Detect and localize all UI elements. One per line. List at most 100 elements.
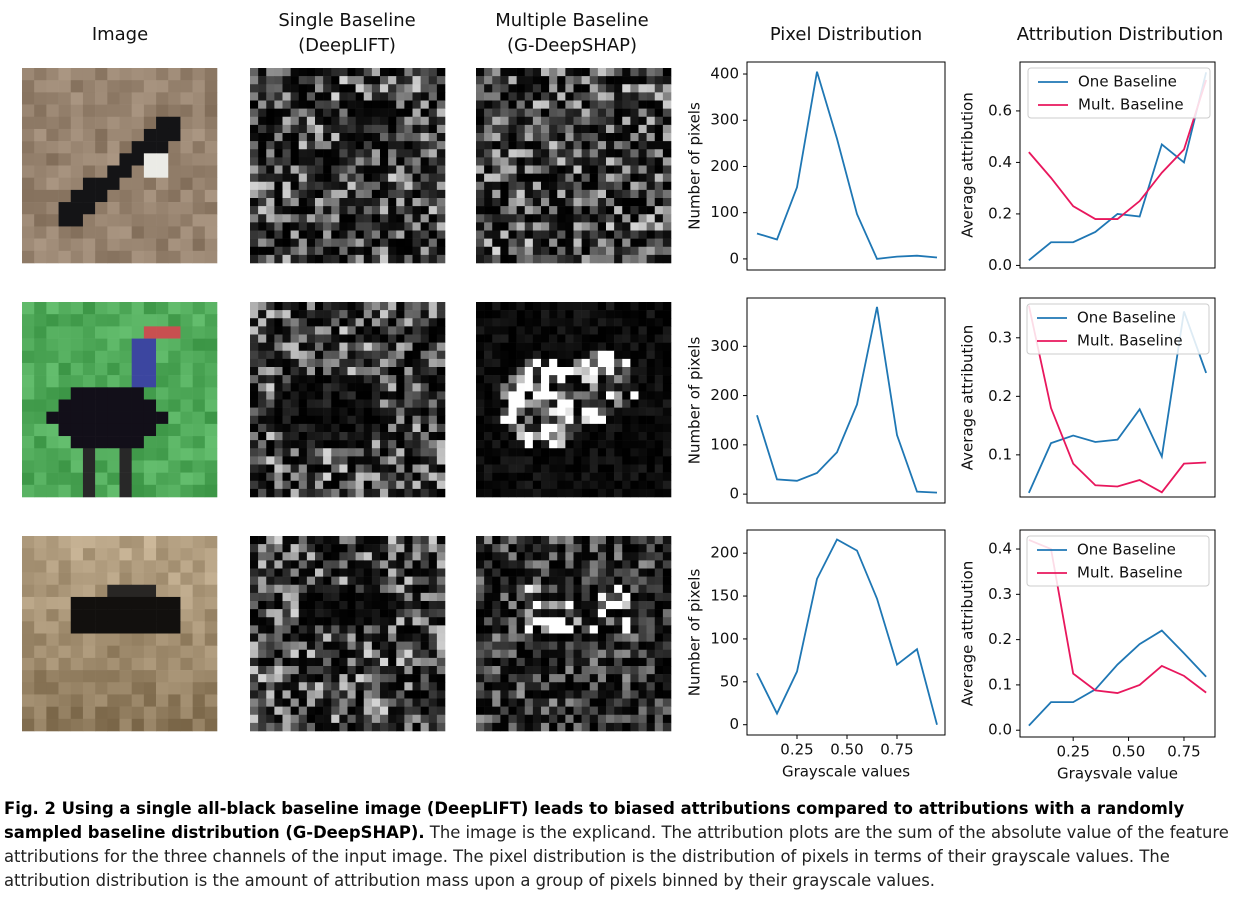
pixel [396,334,405,343]
pixel [549,383,558,392]
pixel [516,576,526,586]
pixel [58,189,72,203]
pixel [204,226,218,239]
pixel [646,415,656,425]
pixel [516,440,526,449]
pixel [380,350,389,360]
pixel [532,108,542,118]
pixel [380,706,389,716]
pixel [119,706,132,720]
pixel [492,649,501,659]
pixel [412,84,421,93]
pixel [315,536,324,545]
pixel [476,423,485,433]
pixel [436,536,446,545]
pixel [180,460,193,473]
pixel [484,568,493,577]
pixel [581,230,591,239]
pixel [22,399,35,412]
pixel [549,649,558,659]
pixel [484,238,493,248]
pixel [156,609,169,622]
pixel [646,181,656,191]
pixel [508,609,517,618]
pixel [250,310,259,319]
pixel [597,698,607,707]
pixel [143,362,157,376]
pixel [662,609,672,618]
pixel [532,326,542,335]
pixel [131,423,145,437]
pixel [204,302,218,315]
pixel [557,480,566,490]
pixel [396,584,405,594]
legend-box [1027,67,1211,119]
pixel [565,399,574,408]
pixel [180,536,193,549]
pixel [484,666,493,675]
pixel [363,576,373,586]
pixel [143,596,157,610]
pixel [339,407,348,417]
pixel [404,173,413,183]
pixel [323,181,332,191]
pixel [204,326,218,339]
pixel [532,722,542,732]
pixel [298,440,308,449]
pixel [606,552,615,561]
pixel [484,536,493,545]
pixel [180,399,193,412]
pixel [412,375,421,384]
pixel [168,189,181,203]
pixel [524,544,534,553]
pixel [363,625,373,634]
pixel [516,391,526,400]
pixel [119,718,132,732]
pixel [614,592,623,602]
pixel [331,326,340,335]
pixel [557,641,566,651]
pixel [654,560,664,569]
pixel [34,472,47,486]
pixel [428,625,438,634]
pixel [331,222,340,231]
pixel [436,230,446,239]
pixel [266,100,275,109]
pixel [606,617,615,626]
pixel [508,568,517,577]
pixel [388,448,397,457]
pixel [95,584,108,598]
pixel [396,318,405,327]
pixel [323,609,332,618]
pixel [428,310,438,319]
legend-label: One Baseline [1077,541,1176,559]
pixel [492,407,501,417]
pixel [380,625,389,634]
pixel [323,472,332,482]
pixel [597,326,607,335]
pixel [82,718,96,732]
pixel [282,399,291,408]
pixel [573,617,582,626]
pixel [500,133,509,142]
pixel [524,375,534,384]
pixel [306,214,316,223]
pixel [476,649,485,659]
pixel [347,706,356,716]
pixel [622,690,631,699]
pixel [323,214,332,223]
pixel [355,68,365,77]
pixel [363,480,373,490]
pixel [508,165,517,174]
pixel [589,181,599,191]
pixel [549,181,558,191]
pixel [654,690,664,699]
pixel [476,432,485,441]
pixel [46,141,59,154]
pixel [388,342,397,352]
pixel [282,350,291,360]
pixel [500,100,509,109]
pixel [557,722,566,732]
pixel [380,141,389,150]
pixel [581,456,591,465]
